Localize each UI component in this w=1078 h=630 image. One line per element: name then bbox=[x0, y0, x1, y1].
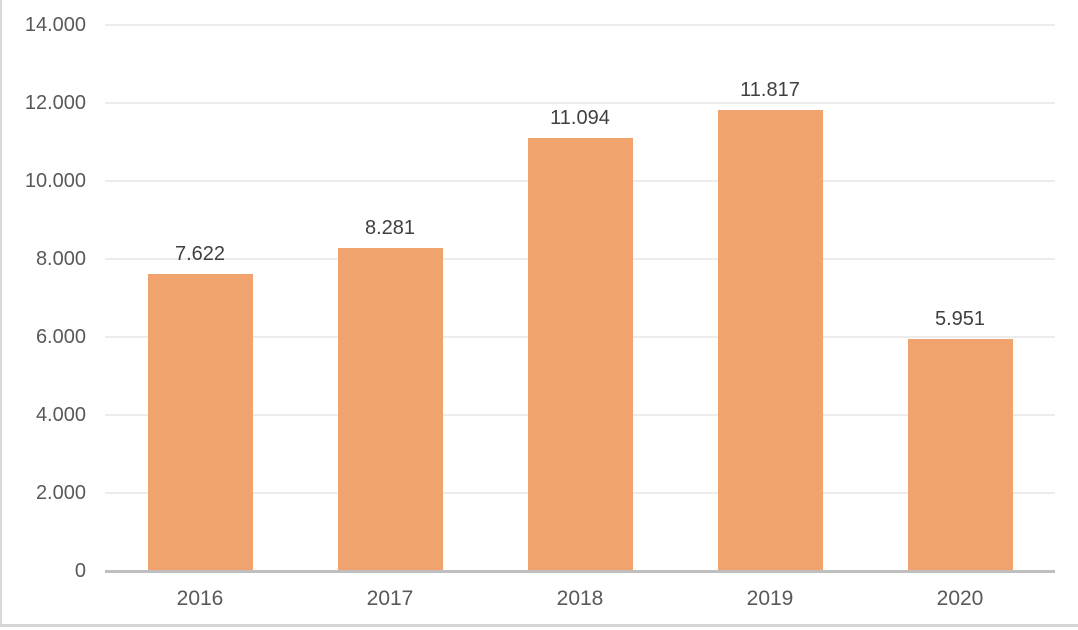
y-tick-label: 14.000 bbox=[24, 14, 86, 36]
y-tick-label: 2.000 bbox=[35, 482, 86, 504]
y-tick-label: 10.000 bbox=[24, 170, 86, 192]
y-tick-label: 8.000 bbox=[35, 248, 86, 270]
gridline bbox=[105, 102, 1055, 104]
data-label-2019: 11.817 bbox=[740, 79, 800, 102]
x-tick-label-2016: 2016 bbox=[176, 587, 224, 610]
data-label-2017: 8.281 bbox=[364, 217, 416, 240]
y-tick-label: 4.000 bbox=[35, 404, 86, 426]
data-label-2018: 11.094 bbox=[550, 107, 610, 130]
chart-border-left bbox=[0, 0, 2, 627]
x-tick-label-2020: 2020 bbox=[936, 587, 984, 610]
gridline bbox=[105, 24, 1055, 26]
bar-2020[interactable] bbox=[907, 338, 1013, 570]
data-label-2020: 5.951 bbox=[934, 307, 986, 330]
x-axis-line bbox=[105, 570, 1055, 573]
bar-2016[interactable] bbox=[147, 273, 253, 570]
y-tick-label: 12.000 bbox=[24, 92, 86, 114]
x-tick-label-2017: 2017 bbox=[366, 587, 414, 610]
x-tick-label-2018: 2018 bbox=[556, 587, 604, 610]
bar-2018[interactable] bbox=[527, 138, 633, 570]
chart-border-bottom bbox=[0, 624, 1078, 627]
data-label-2016: 7.622 bbox=[174, 242, 226, 265]
bar-2019[interactable] bbox=[717, 110, 823, 570]
x-tick-label-2019: 2019 bbox=[746, 587, 794, 610]
y-tick-label: 0 bbox=[74, 560, 86, 582]
y-tick-label: 6.000 bbox=[35, 326, 86, 348]
bar-2017[interactable] bbox=[337, 248, 443, 570]
